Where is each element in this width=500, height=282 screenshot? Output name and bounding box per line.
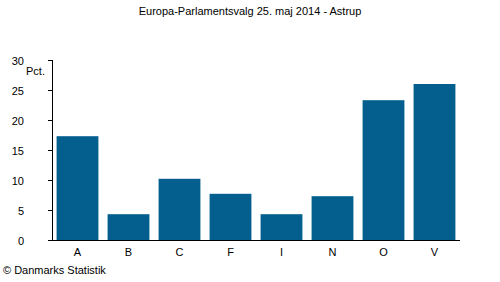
y-tick-label: 30 xyxy=(12,55,24,67)
source: © Danmarks Statistik xyxy=(3,264,106,276)
y-tick xyxy=(48,210,52,211)
x-tick-label: A xyxy=(74,246,82,258)
bar xyxy=(261,214,303,240)
y-tick xyxy=(48,180,52,181)
x-tick-label: O xyxy=(379,246,388,258)
y-tick-label: 15 xyxy=(12,145,24,157)
title: Europa-Parlamentsvalg 25. maj 2014 - Ast… xyxy=(139,5,362,17)
x-tick-label: B xyxy=(125,246,132,258)
y-tick-label: 10 xyxy=(12,175,24,187)
y-tick xyxy=(48,60,52,61)
bar xyxy=(108,214,150,240)
x-tick-label: F xyxy=(227,246,234,258)
bar xyxy=(159,179,201,240)
bar xyxy=(363,100,405,240)
y-tick xyxy=(48,150,52,151)
x-tick-label: C xyxy=(176,246,184,258)
bar xyxy=(57,136,99,240)
x-axis xyxy=(52,240,460,241)
y-tick-label: 5 xyxy=(18,205,24,217)
bar xyxy=(312,196,354,240)
y-tick-label: 25 xyxy=(12,85,24,97)
y-axis xyxy=(52,60,53,240)
bars xyxy=(57,84,456,240)
y-tick-label: 0 xyxy=(18,235,24,247)
chart-container: Europa-Parlamentsvalg 25. maj 2014 - Ast… xyxy=(0,0,500,282)
y-tick-label: 20 xyxy=(12,115,24,127)
chart-svg: Europa-Parlamentsvalg 25. maj 2014 - Ast… xyxy=(0,0,500,282)
x-tick-label: V xyxy=(431,246,439,258)
x-tick-label: N xyxy=(329,246,337,258)
bar xyxy=(414,84,456,240)
y-axis-label: Pct. xyxy=(26,65,45,77)
y-tick xyxy=(48,240,52,241)
y-tick xyxy=(48,120,52,121)
x-tick-label: I xyxy=(280,246,283,258)
bar xyxy=(210,194,252,240)
y-tick xyxy=(48,90,52,91)
